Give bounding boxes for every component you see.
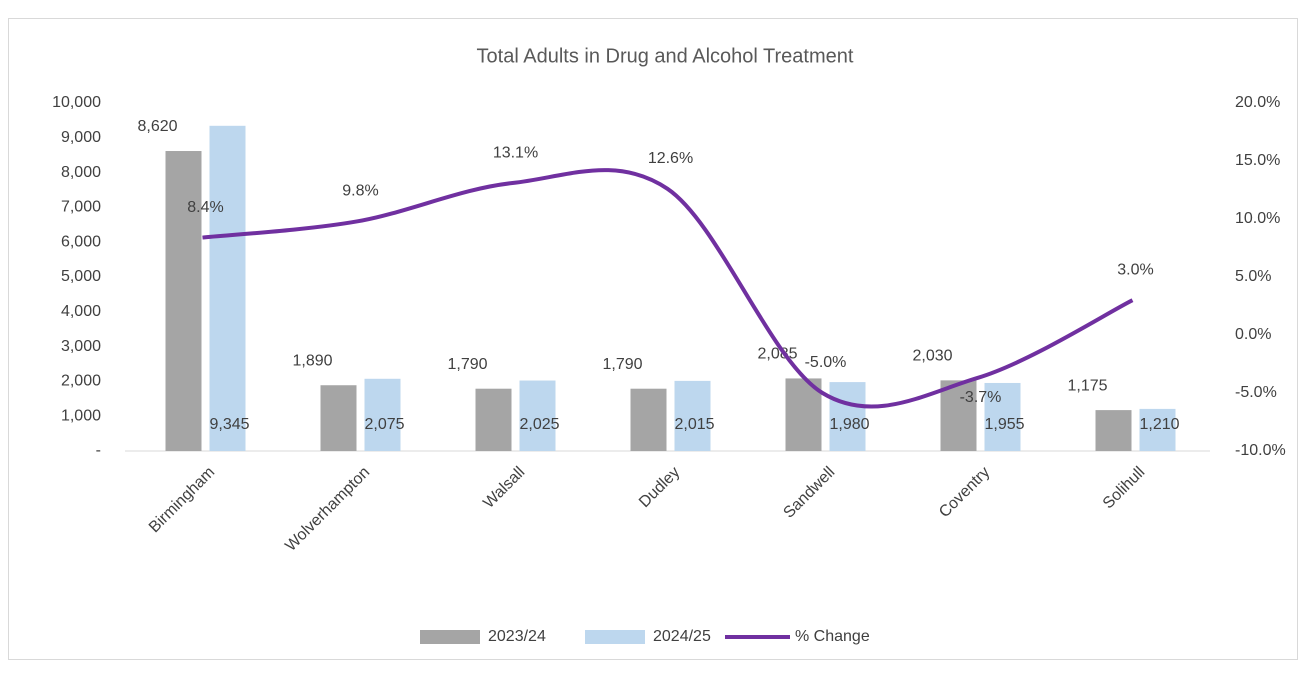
y-tick-label: 5,000 bbox=[61, 268, 101, 285]
y-tick-label: 4,000 bbox=[61, 303, 101, 320]
data-label: 1,210 bbox=[1139, 416, 1179, 433]
y2-tick-label: 0.0% bbox=[1235, 326, 1271, 343]
data-label: 8.4% bbox=[187, 199, 223, 216]
y-tick-label: - bbox=[96, 442, 101, 459]
data-label: 2,030 bbox=[912, 348, 952, 365]
bar bbox=[320, 385, 357, 451]
bar bbox=[1095, 410, 1132, 451]
legend-swatch bbox=[585, 630, 645, 644]
y-tick-label: 3,000 bbox=[61, 338, 101, 355]
chart-title: Total Adults in Drug and Alcohol Treatme… bbox=[477, 45, 854, 67]
data-label: 1,790 bbox=[602, 356, 642, 373]
data-label: -5.0% bbox=[805, 354, 847, 371]
data-label: 13.1% bbox=[493, 144, 538, 161]
bar bbox=[940, 380, 977, 451]
line bbox=[202, 168, 1134, 409]
legend-label: 2023/24 bbox=[488, 628, 546, 645]
y-tick-label: 1,000 bbox=[61, 407, 101, 424]
bar bbox=[829, 382, 866, 451]
y2-tick-label: 5.0% bbox=[1235, 268, 1271, 285]
legend-swatch bbox=[420, 630, 480, 644]
bar bbox=[364, 378, 401, 451]
bar bbox=[1139, 408, 1176, 451]
y2-tick-label: 15.0% bbox=[1235, 152, 1280, 169]
bar bbox=[674, 380, 711, 451]
legend-label: % Change bbox=[795, 628, 870, 645]
data-label: 9,345 bbox=[209, 416, 249, 433]
data-label: 1,980 bbox=[829, 416, 869, 433]
data-label: 1,890 bbox=[292, 352, 332, 369]
data-label: 3.0% bbox=[1117, 261, 1153, 278]
bar bbox=[630, 388, 667, 451]
data-label: 2,015 bbox=[674, 416, 714, 433]
y-tick-label: 8,000 bbox=[61, 164, 101, 181]
bar bbox=[165, 151, 202, 452]
y-tick-label: 9,000 bbox=[61, 129, 101, 146]
y-tick-label: 6,000 bbox=[61, 233, 101, 250]
legend-label: 2024/25 bbox=[653, 628, 711, 645]
data-label: 2,075 bbox=[364, 416, 404, 433]
bar bbox=[519, 380, 556, 451]
y-tick-label: 7,000 bbox=[61, 199, 101, 216]
y-tick-label: 2,000 bbox=[61, 373, 101, 390]
data-label: 1,790 bbox=[447, 356, 487, 373]
data-label: 1,175 bbox=[1067, 377, 1107, 394]
y2-tick-label: 10.0% bbox=[1235, 210, 1280, 227]
bar bbox=[475, 388, 512, 451]
data-label: 1,955 bbox=[984, 416, 1024, 433]
y2-tick-label: 20.0% bbox=[1235, 94, 1280, 111]
data-label: 9.8% bbox=[342, 183, 378, 200]
bar bbox=[209, 125, 246, 451]
y-tick-label: 10,000 bbox=[52, 94, 101, 111]
bar bbox=[984, 382, 1021, 451]
y2-tick-label: -10.0% bbox=[1235, 442, 1286, 459]
data-label: 2,025 bbox=[519, 416, 559, 433]
data-label: 12.6% bbox=[648, 150, 693, 167]
y2-tick-label: -5.0% bbox=[1235, 384, 1277, 401]
chart-border bbox=[8, 18, 1298, 660]
data-label: -3.7% bbox=[960, 389, 1002, 406]
data-label: 8,620 bbox=[137, 118, 177, 135]
